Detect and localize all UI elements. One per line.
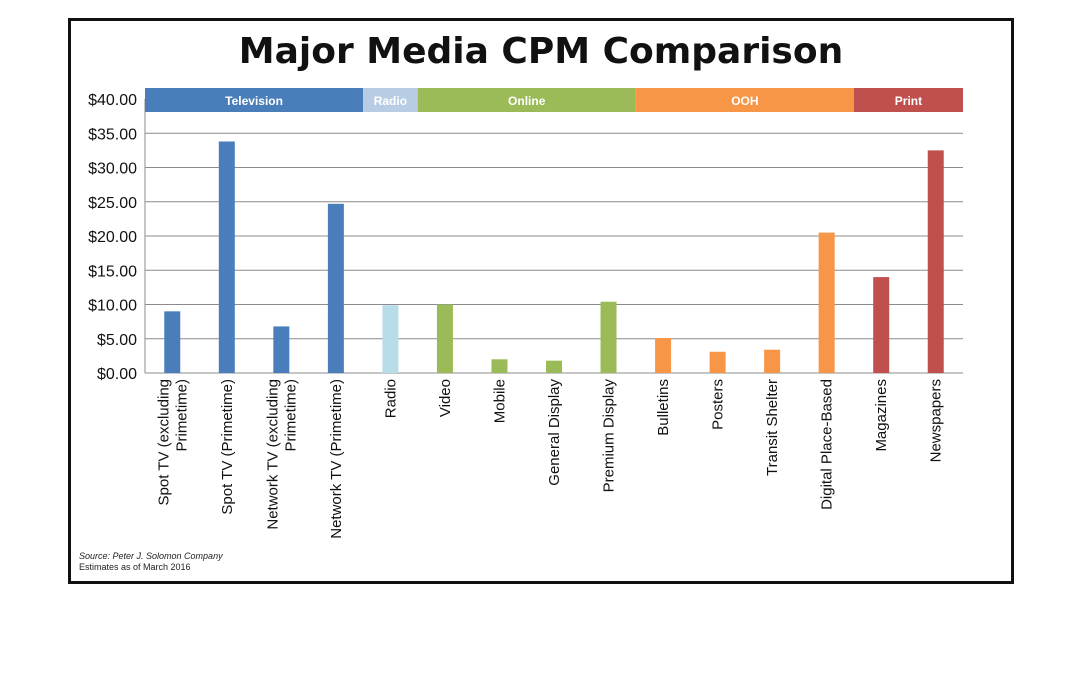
y-tick-label: $5.00 — [97, 332, 137, 349]
chart-frame: Major Media CPM Comparison $0.00 $5.00 $10… — [68, 18, 1014, 584]
bar — [818, 232, 835, 373]
bar — [600, 301, 617, 373]
x-tick-label: Spot TV (excluding — [155, 379, 172, 505]
x-tick-label: Radio — [382, 379, 399, 418]
x-tick-label: Bulletins — [655, 379, 672, 436]
group-label: Television — [225, 94, 283, 108]
x-tick-label: Magazines — [873, 379, 890, 452]
x-tick-label: Mobile — [491, 379, 508, 423]
bar — [546, 360, 562, 373]
x-tick-label: Newspapers — [928, 379, 945, 462]
bar — [927, 150, 944, 373]
bar — [709, 351, 726, 373]
group-label: Online — [508, 94, 546, 108]
bar — [764, 349, 781, 373]
y-tick-label: $40.00 — [88, 92, 137, 109]
bar — [273, 326, 290, 373]
x-tick-label: General Display — [546, 379, 563, 486]
bar — [164, 311, 181, 373]
x-tick-label: Network TV (excluding — [264, 379, 281, 530]
x-tick-label: Transit Shelter — [764, 379, 781, 476]
bar — [382, 305, 399, 373]
group-band — [363, 88, 418, 112]
bar — [436, 304, 453, 373]
y-tick-label: $30.00 — [88, 161, 137, 178]
group-label: Radio — [374, 94, 407, 108]
group-band — [853, 88, 963, 112]
x-tick-label: Posters — [710, 379, 727, 430]
bar — [218, 141, 235, 373]
y-tick-label: $0.00 — [97, 366, 137, 383]
y-tick-label: $15.00 — [88, 263, 137, 280]
bar — [327, 203, 344, 373]
bar-chart: $0.00 $5.00 $10.00 $15.00 $20.00 $25.00 $30.00… — [88, 88, 963, 539]
y-tick-label: $20.00 — [88, 229, 137, 246]
x-tick-label: Video — [437, 379, 454, 417]
group-band — [145, 88, 364, 112]
group-label: Print — [895, 94, 922, 108]
x-tick-label: Spot TV (Primetime) — [219, 379, 236, 515]
chart-title: Major Media CPM Comparison — [238, 31, 844, 72]
group-band — [635, 88, 854, 112]
bar — [491, 359, 508, 373]
x-tick-label: Primetime) — [282, 379, 299, 452]
bar — [655, 338, 672, 373]
y-tick-label: $10.00 — [88, 298, 137, 315]
x-tick-label: Primetime) — [173, 379, 190, 452]
estimates-note: Estimates as of March 2016 — [79, 562, 191, 572]
y-tick-label: $25.00 — [88, 195, 137, 212]
bar — [873, 277, 890, 373]
y-tick-label: $35.00 — [88, 126, 137, 143]
group-band — [417, 88, 636, 112]
x-tick-label: Digital Place-Based — [819, 379, 836, 510]
group-label: OOH — [731, 94, 758, 108]
x-tick-label: Network TV (Primetime) — [328, 379, 345, 539]
source-note: Source: Peter J. Solomon Company — [79, 551, 223, 561]
x-tick-label: Premium Display — [601, 379, 618, 493]
